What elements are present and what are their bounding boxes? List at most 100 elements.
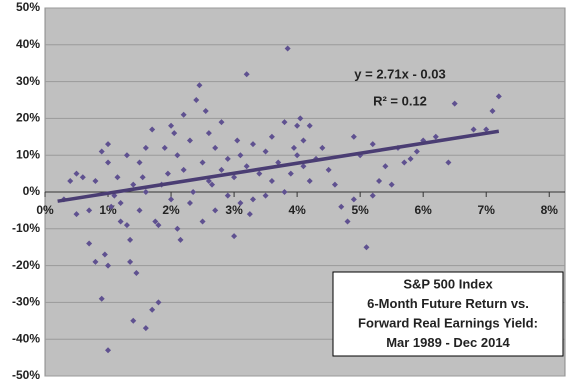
point (193, 97, 200, 103)
x-tick-label: 4% (288, 203, 306, 217)
point (202, 108, 209, 115)
y-tick-label: 20% (16, 111, 40, 125)
point (177, 236, 184, 243)
x-tick-label: 0% (36, 203, 54, 217)
point (294, 152, 301, 159)
point (199, 159, 206, 166)
point (243, 163, 250, 170)
point (196, 82, 203, 89)
point (218, 166, 225, 173)
point (212, 144, 219, 151)
point (142, 325, 149, 332)
x-tick-label: 1% (99, 203, 117, 217)
point (388, 181, 395, 188)
y-tick-label: 10% (16, 147, 40, 161)
point (161, 144, 168, 151)
point (369, 141, 376, 148)
point (344, 218, 351, 225)
point (290, 144, 297, 151)
point (133, 269, 140, 276)
point (212, 207, 219, 214)
point (256, 170, 263, 177)
point (237, 152, 244, 159)
point (268, 133, 275, 140)
point (136, 207, 143, 214)
point (130, 181, 137, 188)
annotation-line: S&P 500 Index (403, 276, 493, 291)
point (86, 207, 93, 214)
point (331, 181, 338, 188)
point (250, 141, 256, 148)
x-tick-label: 5% (351, 203, 369, 217)
point (250, 196, 256, 203)
point (275, 159, 282, 166)
point (130, 317, 137, 324)
point (209, 181, 216, 188)
point (136, 159, 143, 166)
x-tick-label: 7% (478, 203, 496, 217)
point (284, 45, 291, 52)
point (127, 236, 134, 243)
point (73, 211, 80, 218)
y-tick-label: 0% (23, 184, 41, 198)
point (306, 122, 313, 129)
point (101, 251, 108, 258)
point (171, 130, 178, 137)
point (92, 258, 99, 265)
point (243, 71, 250, 78)
point (168, 122, 175, 129)
point (142, 144, 149, 151)
point (186, 137, 193, 144)
point (205, 130, 212, 137)
point (306, 177, 313, 184)
point (350, 133, 357, 140)
point (338, 203, 345, 210)
point (300, 137, 307, 144)
point (407, 155, 414, 162)
point (401, 159, 408, 166)
point (224, 155, 231, 162)
point (199, 218, 206, 225)
point (281, 119, 288, 126)
point (287, 170, 294, 177)
y-tick-label: -20% (12, 258, 40, 272)
trendline (57, 129, 500, 203)
annotation-line: Forward Real Earnings Yield: (358, 315, 538, 330)
y-tick-label: -50% (12, 368, 40, 382)
point (86, 240, 93, 247)
point (483, 126, 490, 133)
r-squared: R² = 0.12 (373, 93, 427, 108)
x-tick-label: 6% (415, 203, 433, 217)
point (432, 133, 439, 140)
point (262, 148, 269, 155)
point (114, 174, 121, 181)
point (123, 222, 130, 229)
point (319, 144, 326, 151)
point (149, 306, 156, 313)
point (363, 244, 370, 251)
point (489, 108, 496, 115)
point (413, 148, 420, 155)
point (92, 177, 99, 184)
point (123, 152, 130, 159)
point (67, 177, 74, 184)
point (268, 177, 275, 184)
point (246, 211, 253, 218)
point (79, 174, 86, 181)
point (205, 177, 212, 184)
point (105, 141, 112, 148)
point (105, 159, 112, 166)
point (369, 192, 376, 199)
point (73, 170, 80, 177)
point (300, 163, 307, 170)
point (139, 174, 146, 181)
point (164, 170, 171, 177)
y-tick-label: 30% (16, 74, 40, 88)
point (445, 159, 452, 166)
x-tick-label: 2% (162, 203, 180, 217)
point (98, 148, 105, 155)
point (325, 166, 332, 173)
point (155, 299, 162, 306)
point (470, 126, 477, 133)
